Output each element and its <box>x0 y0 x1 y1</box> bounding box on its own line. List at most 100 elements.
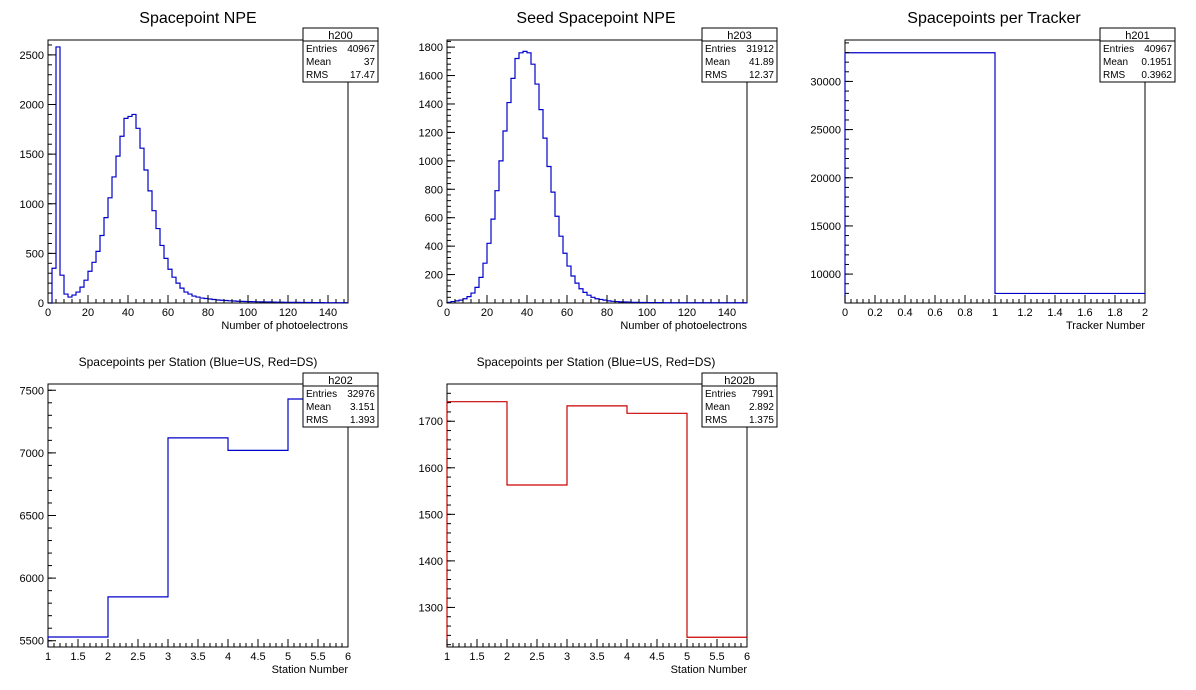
stats-label: Mean <box>705 57 730 68</box>
stats-name: h203 <box>727 30 751 42</box>
y-tick-label: 6500 <box>20 511 44 523</box>
x-tick-label: 60 <box>561 307 573 319</box>
x-tick-label: 0.6 <box>927 307 942 319</box>
x-tick-label: 80 <box>202 307 214 319</box>
x-tick-label: 0.8 <box>957 307 972 319</box>
y-tick-label: 25000 <box>810 125 841 137</box>
y-tick-label: 1600 <box>419 71 443 83</box>
y-tick-label: 200 <box>425 270 443 282</box>
x-tick-label: 6 <box>345 651 351 663</box>
stats-value: 1.375 <box>749 415 774 426</box>
histogram-line <box>48 46 348 304</box>
x-axis-label: Tracker Number <box>1066 320 1145 332</box>
y-tick-label: 400 <box>425 241 443 253</box>
x-tick-label: 5 <box>684 651 690 663</box>
x-tick-label: 3.5 <box>589 651 604 663</box>
x-tick-label: 2 <box>504 651 510 663</box>
stats-value: 40967 <box>1144 44 1172 55</box>
stats-frame <box>1099 27 1176 83</box>
stats-box: h200 Entries 40967 Mean 37 RMS 17.47 <box>302 27 379 83</box>
stats-frame <box>302 372 379 428</box>
x-tick-label: 40 <box>122 307 134 319</box>
stats-label: Entries <box>306 44 337 55</box>
stats-value: 0.3962 <box>1141 70 1172 81</box>
x-tick-label: 4.5 <box>250 651 265 663</box>
x-tick-label: 1 <box>992 307 998 319</box>
stats-value: 31912 <box>746 44 774 55</box>
y-tick-label: 1500 <box>20 149 44 161</box>
y-tick-label: 1500 <box>419 509 443 521</box>
x-tick-label: 2 <box>1142 307 1148 319</box>
stats-label: Mean <box>1103 57 1128 68</box>
histogram-h200: Spacepoint NPE 0 20 40 60 80 100 120 140 0 500 1000… <box>20 10 379 332</box>
stats-value: 40967 <box>347 44 375 55</box>
y-tick-label: 2000 <box>20 100 44 112</box>
stats-value: 3.151 <box>350 402 375 413</box>
y-tick-label: 7000 <box>20 448 44 460</box>
x-tick-label: 140 <box>319 307 337 319</box>
x-tick-label: 5 <box>285 651 291 663</box>
stats-frame <box>701 372 778 428</box>
x-tick-label: 0 <box>842 307 848 319</box>
x-tick-label: 100 <box>239 307 257 319</box>
stats-value: 2.892 <box>749 402 774 413</box>
plot-frame <box>47 39 349 304</box>
stats-frame <box>302 27 379 83</box>
x-tick-label: 4 <box>624 651 630 663</box>
y-tick-label: 0 <box>437 298 443 310</box>
y-tick-label: 1800 <box>419 42 443 54</box>
x-tick-label: 0.4 <box>897 307 912 319</box>
chart-title: Spacepoints per Station (Blue=US, Red=DS… <box>477 355 716 369</box>
x-tick-label: 1 <box>444 651 450 663</box>
stats-label: Entries <box>705 389 736 400</box>
x-tick-label: 20 <box>82 307 94 319</box>
chart-title: Spacepoints per Station (Blue=US, Red=DS… <box>79 355 318 369</box>
x-tick-label: 2.5 <box>529 651 544 663</box>
y-tick-label: 6000 <box>20 573 44 585</box>
stats-value: 32976 <box>347 389 375 400</box>
x-axis-label: Number of photoelectrons <box>620 320 747 332</box>
y-tick-label: 1700 <box>419 416 443 428</box>
histogram-line <box>844 52 1145 303</box>
y-tick-label: 1000 <box>20 199 44 211</box>
histogram-h202b: Spacepoints per Station (Blue=US, Red=DS… <box>419 355 778 676</box>
histogram-line <box>446 50 747 304</box>
y-tick-label: 1300 <box>419 602 443 614</box>
x-axis-label: Station Number <box>272 664 349 676</box>
x-tick-label: 4 <box>225 651 231 663</box>
y-tick-label: 1600 <box>419 463 443 475</box>
y-tick-label: 800 <box>425 184 443 196</box>
stats-label: RMS <box>1103 70 1126 81</box>
chart-title: Seed Spacepoint NPE <box>516 10 675 27</box>
stats-label: Mean <box>306 57 331 68</box>
x-axis-label: Number of photoelectrons <box>221 320 348 332</box>
x-tick-label: 3.5 <box>190 651 205 663</box>
x-tick-label: 1.2 <box>1017 307 1032 319</box>
x-tick-label: 140 <box>718 307 736 319</box>
plot-frame <box>446 39 748 304</box>
y-tick-label: 600 <box>425 213 443 225</box>
stats-value: 17.47 <box>350 70 375 81</box>
stats-label: RMS <box>306 415 329 426</box>
stats-label: RMS <box>705 415 728 426</box>
stats-value: 1.393 <box>350 415 375 426</box>
x-tick-label: 1.8 <box>1107 307 1122 319</box>
stats-value: 12.37 <box>749 70 774 81</box>
x-tick-label: 2 <box>105 651 111 663</box>
stats-value: 7991 <box>752 389 775 400</box>
x-tick-label: 0.2 <box>867 307 882 319</box>
x-tick-label: 20 <box>481 307 493 319</box>
x-tick-label: 1.5 <box>70 651 85 663</box>
y-tick-label: 1000 <box>419 156 443 168</box>
y-tick-label: 20000 <box>810 173 841 185</box>
stats-label: Mean <box>705 402 730 413</box>
stats-name: h201 <box>1125 30 1149 42</box>
stats-label: RMS <box>705 70 728 81</box>
x-tick-label: 0 <box>45 307 51 319</box>
x-tick-label: 4.5 <box>649 651 664 663</box>
stats-label: Entries <box>1103 44 1134 55</box>
x-tick-label: 40 <box>521 307 533 319</box>
x-tick-label: 120 <box>678 307 696 319</box>
